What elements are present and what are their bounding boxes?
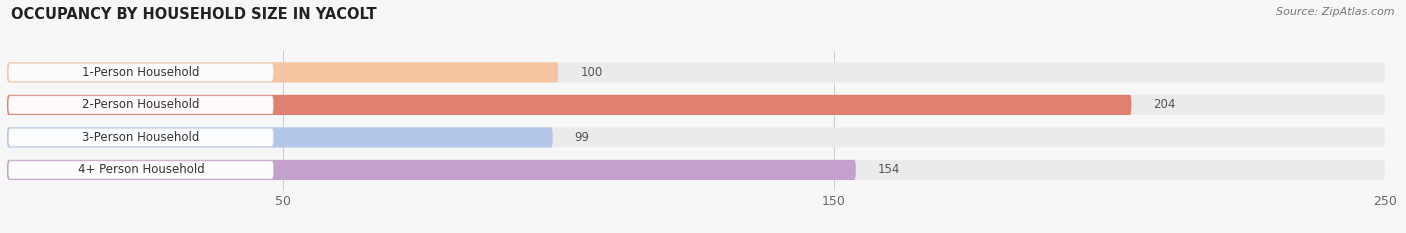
Text: 204: 204 xyxy=(1153,98,1175,111)
FancyBboxPatch shape xyxy=(8,63,273,81)
Text: 100: 100 xyxy=(581,66,603,79)
FancyBboxPatch shape xyxy=(8,128,273,146)
Text: 154: 154 xyxy=(877,163,900,176)
FancyBboxPatch shape xyxy=(7,62,558,82)
FancyBboxPatch shape xyxy=(7,160,856,180)
FancyBboxPatch shape xyxy=(7,127,553,147)
Text: Source: ZipAtlas.com: Source: ZipAtlas.com xyxy=(1277,7,1395,17)
FancyBboxPatch shape xyxy=(7,95,1385,115)
Text: 1-Person Household: 1-Person Household xyxy=(82,66,200,79)
FancyBboxPatch shape xyxy=(7,127,1385,147)
Text: 3-Person Household: 3-Person Household xyxy=(83,131,200,144)
FancyBboxPatch shape xyxy=(7,160,1385,180)
Text: 99: 99 xyxy=(575,131,589,144)
FancyBboxPatch shape xyxy=(8,96,273,114)
FancyBboxPatch shape xyxy=(7,95,1132,115)
FancyBboxPatch shape xyxy=(7,62,1385,82)
Text: 2-Person Household: 2-Person Household xyxy=(82,98,200,111)
Text: OCCUPANCY BY HOUSEHOLD SIZE IN YACOLT: OCCUPANCY BY HOUSEHOLD SIZE IN YACOLT xyxy=(11,7,377,22)
FancyBboxPatch shape xyxy=(8,161,273,179)
Text: 4+ Person Household: 4+ Person Household xyxy=(77,163,204,176)
